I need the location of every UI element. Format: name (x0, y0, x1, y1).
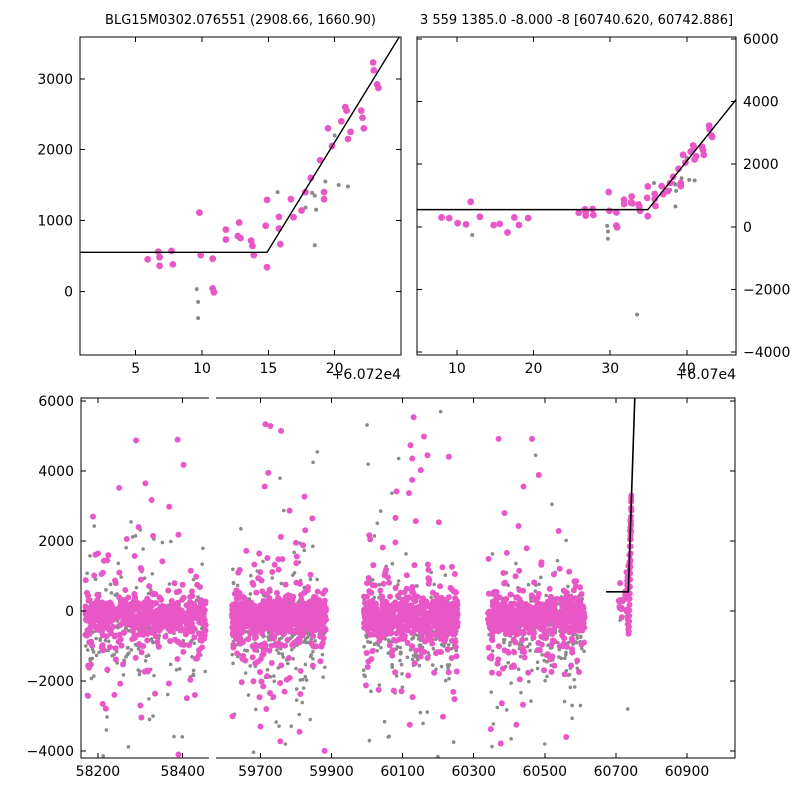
svg-text:6000: 6000 (38, 394, 74, 410)
svg-text:0: 0 (743, 220, 752, 236)
svg-text:6000: 6000 (743, 32, 779, 48)
svg-text:10: 10 (193, 361, 211, 377)
panel-top-right: 10 20 30 40 6000 4000 2000 0 −2000 −4000 (416, 32, 790, 377)
panel-top-right-x-offset-label: +6.07e4 (675, 367, 736, 383)
panel-bottom-right-segment: 59700 59900 60100 60300 60500 60700 60900 (216, 397, 736, 780)
svg-text:4000: 4000 (38, 464, 74, 480)
model-line (80, 37, 401, 254)
model-line-bottom (605, 398, 636, 593)
svg-text:58400: 58400 (160, 764, 205, 780)
svg-text:−4000: −4000 (27, 744, 74, 760)
panel-top-left: 5 10 15 20 0 1000 2000 3000 (37, 36, 402, 377)
panel-top-left-tick-labels: 5 10 15 20 0 1000 2000 3000 (37, 72, 343, 377)
svg-text:−2000: −2000 (27, 674, 74, 690)
svg-text:5: 5 (131, 361, 140, 377)
svg-text:60300: 60300 (451, 764, 496, 780)
svg-text:15: 15 (259, 361, 277, 377)
svg-text:59900: 59900 (309, 764, 354, 780)
panel-top-right-frame (416, 36, 737, 356)
panel-bottom-left-segment-plot-area (82, 436, 209, 758)
panel-bottom-right-segment-plot-area (229, 398, 636, 758)
svg-text:60900: 60900 (665, 764, 710, 780)
svg-text:10: 10 (448, 361, 466, 377)
svg-text:20: 20 (525, 361, 543, 377)
svg-text:30: 30 (601, 361, 619, 377)
panel-top-left-frame (79, 36, 402, 356)
svg-text:40: 40 (678, 361, 696, 377)
svg-text:59700: 59700 (238, 764, 283, 780)
svg-text:58200: 58200 (76, 764, 121, 780)
panel-top-right-plot-area (417, 99, 736, 317)
svg-text:60500: 60500 (523, 764, 568, 780)
panel-top-right-title: 3 559 1385.0 -8.000 -8 [60740.620, 60742… (419, 13, 734, 28)
svg-text:−2000: −2000 (743, 283, 790, 299)
svg-text:2000: 2000 (37, 143, 73, 159)
svg-text:2000: 2000 (38, 534, 74, 550)
panel-top-left-plot-area (80, 37, 401, 321)
svg-text:4000: 4000 (743, 95, 779, 111)
svg-text:0: 0 (65, 604, 74, 620)
panel-bottom-left-segment-frame (80, 397, 209, 759)
svg-text:2000: 2000 (743, 157, 779, 173)
svg-text:1000: 1000 (37, 213, 73, 229)
panel-bottom-right-segment-tick-labels: 59700 59900 60100 60300 60500 60700 60900 (238, 764, 709, 780)
svg-text:60700: 60700 (594, 764, 639, 780)
svg-text:60100: 60100 (380, 764, 425, 780)
panel-top-left-x-offset-label: +6.072e4 (331, 367, 401, 383)
panel-bottom-right-segment-frame (216, 397, 736, 759)
svg-text:3000: 3000 (37, 72, 73, 88)
svg-text:0: 0 (64, 284, 73, 300)
panel-bottom-left-segment: 58200 58400 6000 4000 2000 0 −2000 −4000 (27, 394, 209, 780)
panel-top-right-tick-labels: 10 20 30 40 6000 4000 2000 0 −2000 −4000 (448, 32, 790, 377)
svg-text:20: 20 (326, 361, 344, 377)
model-line (417, 99, 736, 211)
panel-top-left-title: BLG15M0302.076551 (2908.66, 1660.90) (105, 13, 376, 28)
panel-bottom-left-segment-tick-labels: 58200 58400 6000 4000 2000 0 −2000 −4000 (27, 394, 205, 780)
svg-text:−4000: −4000 (743, 345, 790, 361)
